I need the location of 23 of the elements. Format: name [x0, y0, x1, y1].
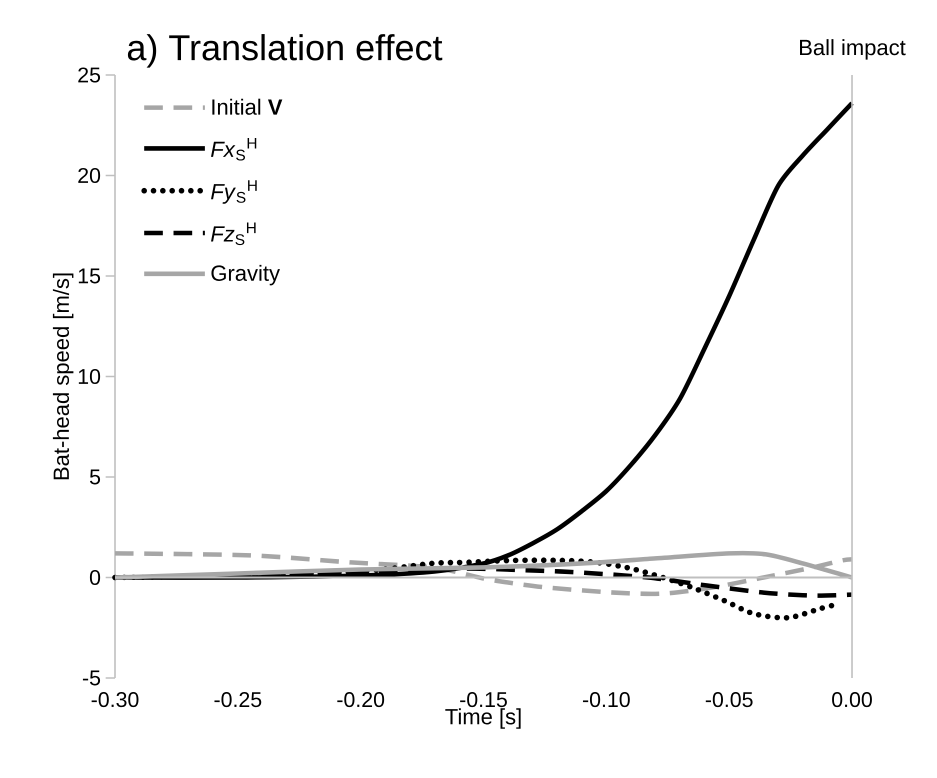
y-tick-label: 20 — [78, 168, 100, 184]
x-tick-label: -0.05 — [706, 692, 753, 708]
legend-label: Fz$_{S}$H — [211, 222, 256, 246]
x-tick-label: -0.30 — [92, 692, 138, 708]
text: Ball impact — [800, 39, 906, 60]
x-tick-label: -0.15 — [460, 692, 507, 708]
legend-label: Fy$_{S}$H — [211, 180, 257, 204]
chart-title: a) Translation effect — [128, 34, 442, 68]
y-tick-label: 0 — [90, 570, 100, 586]
y-axis-title: Bat-head speed [m/s] — [52, 274, 74, 480]
legend-label: Fx$_{S}$H — [211, 138, 256, 161]
y-tick-label: -5 — [82, 670, 100, 686]
y-tick-label: 25 — [78, 67, 100, 83]
x-axis-title: Time [s] — [445, 708, 521, 729]
legend-label: Gravity — [211, 264, 280, 286]
legend-label: Initial V — [212, 98, 282, 115]
x-tick-label: -0.20 — [337, 692, 384, 708]
y-tick-label: 10 — [78, 368, 100, 384]
y-tick-label: 15 — [78, 268, 100, 284]
y-tick-label: 5 — [90, 470, 100, 484]
x-tick-label: -0.25 — [214, 692, 262, 708]
x-tick-label: -0.10 — [582, 692, 630, 708]
x-tick-label: 0.00 — [832, 692, 872, 708]
